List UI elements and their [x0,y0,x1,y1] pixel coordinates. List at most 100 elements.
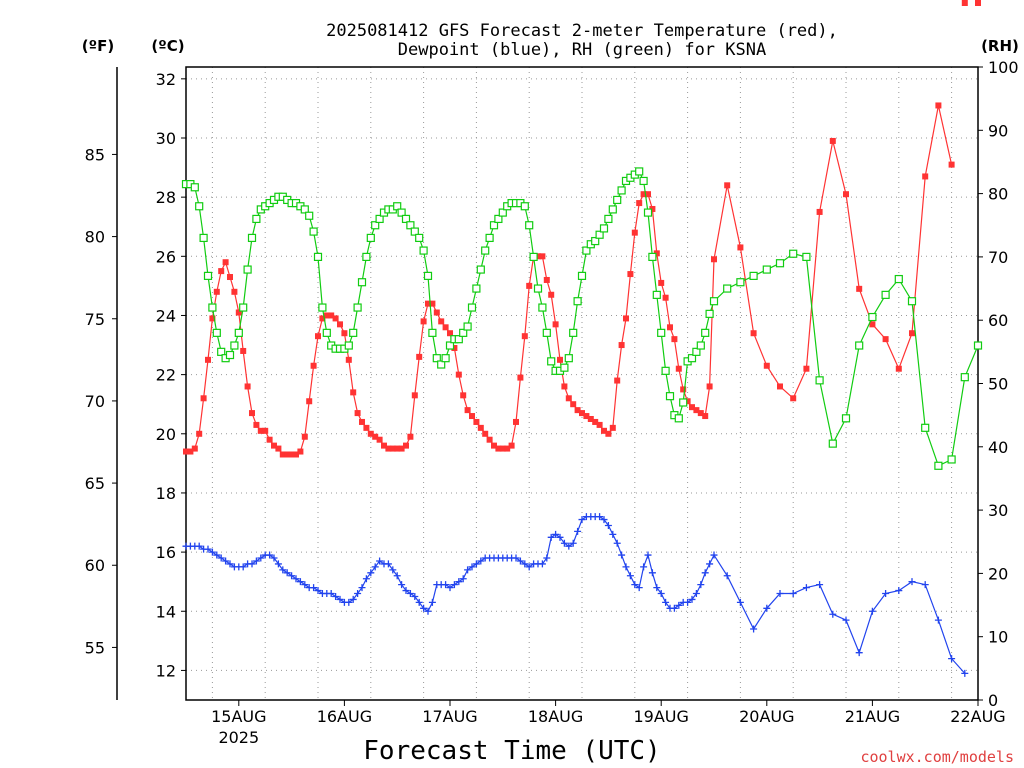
rh-point [472,284,481,293]
dewpoint-point [252,557,260,565]
rh-point [525,221,534,230]
rh-point [569,328,578,337]
temperature-point [750,330,757,337]
dewpoint-point [257,554,265,562]
rh-point [648,252,657,261]
dewpoint-point [296,578,304,586]
dewpoint-point [613,539,621,547]
temperature-point [337,321,343,328]
temperature-point [315,333,321,340]
fahrenheit-tick-label: 80 [85,228,105,247]
temperature-point [636,200,643,207]
temperature-point [618,342,625,349]
dewpoint-line [186,515,966,674]
temperature-point [587,415,594,422]
rh-point [415,233,424,243]
dewpoint-point [604,521,612,529]
temperature-point [473,418,480,425]
temperature-point [653,250,660,257]
temperature-point [557,356,563,363]
rh-point [639,176,648,186]
rh-point [533,284,543,293]
dewpoint-point [362,575,370,583]
dewpoint-point [301,581,309,589]
temperature-point [328,312,335,319]
dewpoint-point [450,581,458,589]
dewpoint-point [574,527,582,535]
rh-point [234,328,243,337]
temperature-point [464,407,471,414]
temperature-point [411,392,418,399]
rh-point [538,303,547,312]
rh-point [349,328,358,337]
rh-point [190,183,199,192]
celsius-tick-label: 14 [156,602,176,621]
temperature-point [394,445,401,452]
dewpoint-point [697,581,705,589]
temperature-point [416,353,423,360]
dewpoint-point [688,595,696,603]
temperature-point [389,445,396,452]
rh-point [762,265,771,274]
dewpoint-point [547,533,555,541]
dewpoint-point [455,578,463,586]
dewpoint-point [376,557,384,565]
dewpoint-point [763,604,771,612]
dewpoint-point [543,554,551,562]
dewpoint-point [653,584,661,592]
dewpoint-point [706,560,714,568]
fahrenheit-tick-label: 75 [85,310,105,329]
temperature-point [288,451,295,458]
temperature-point [856,285,863,292]
rh-point [657,328,666,337]
x-axis: 15AUG 2025 16AUG 17AUG 18AUG 19AUG 20AUG 21AUG 2… [211,700,1006,747]
rh-point [217,347,226,356]
dewpoint-point [411,592,419,600]
dewpoint-point [565,542,573,550]
dewpoint-point [393,572,401,580]
rh-point [921,423,930,432]
series-dewpoint [183,513,969,677]
rh-point [749,271,758,280]
temperature-point [609,424,616,431]
rh-point [560,363,569,372]
temperature-point [491,442,497,449]
dewpoint-point [217,554,225,562]
temperature-point [975,0,981,6]
temperature-point [790,395,797,402]
temperature-point [882,336,889,343]
dewpoint-point [609,530,617,538]
rh-point [960,373,969,382]
temperature-point [403,442,409,449]
rh-point [868,312,877,322]
celsius-tick-label: 16 [156,543,176,562]
temperature-point [398,445,405,452]
temperature-point [266,436,273,443]
temperature-point [649,205,656,212]
dewpoint-point [420,604,428,612]
dewpoint-point [327,590,335,598]
rh-point [802,252,811,261]
dewpoint-point [710,551,718,559]
dewpoint-point [816,581,824,589]
dewpoint-point [692,590,700,598]
temperature-point [508,442,515,449]
temperature-point [689,404,695,411]
temperature-point [570,401,577,408]
rh-point [599,224,609,233]
dewpoint-point [424,607,432,615]
temperature-point [275,445,282,452]
temperature-point [323,312,330,319]
dewpoint-point [776,590,784,598]
rh-point [582,246,591,255]
rh-point [547,357,556,366]
temperature-point [948,161,955,168]
rh-point [973,341,983,350]
x-tick-label: 16AUG [317,707,372,726]
dewpoint-point [868,607,876,615]
rh-point [309,227,318,236]
temperature-point [429,300,436,307]
rh-point [841,414,851,423]
dewpoint-point [292,575,300,583]
temperature-point [579,410,585,417]
